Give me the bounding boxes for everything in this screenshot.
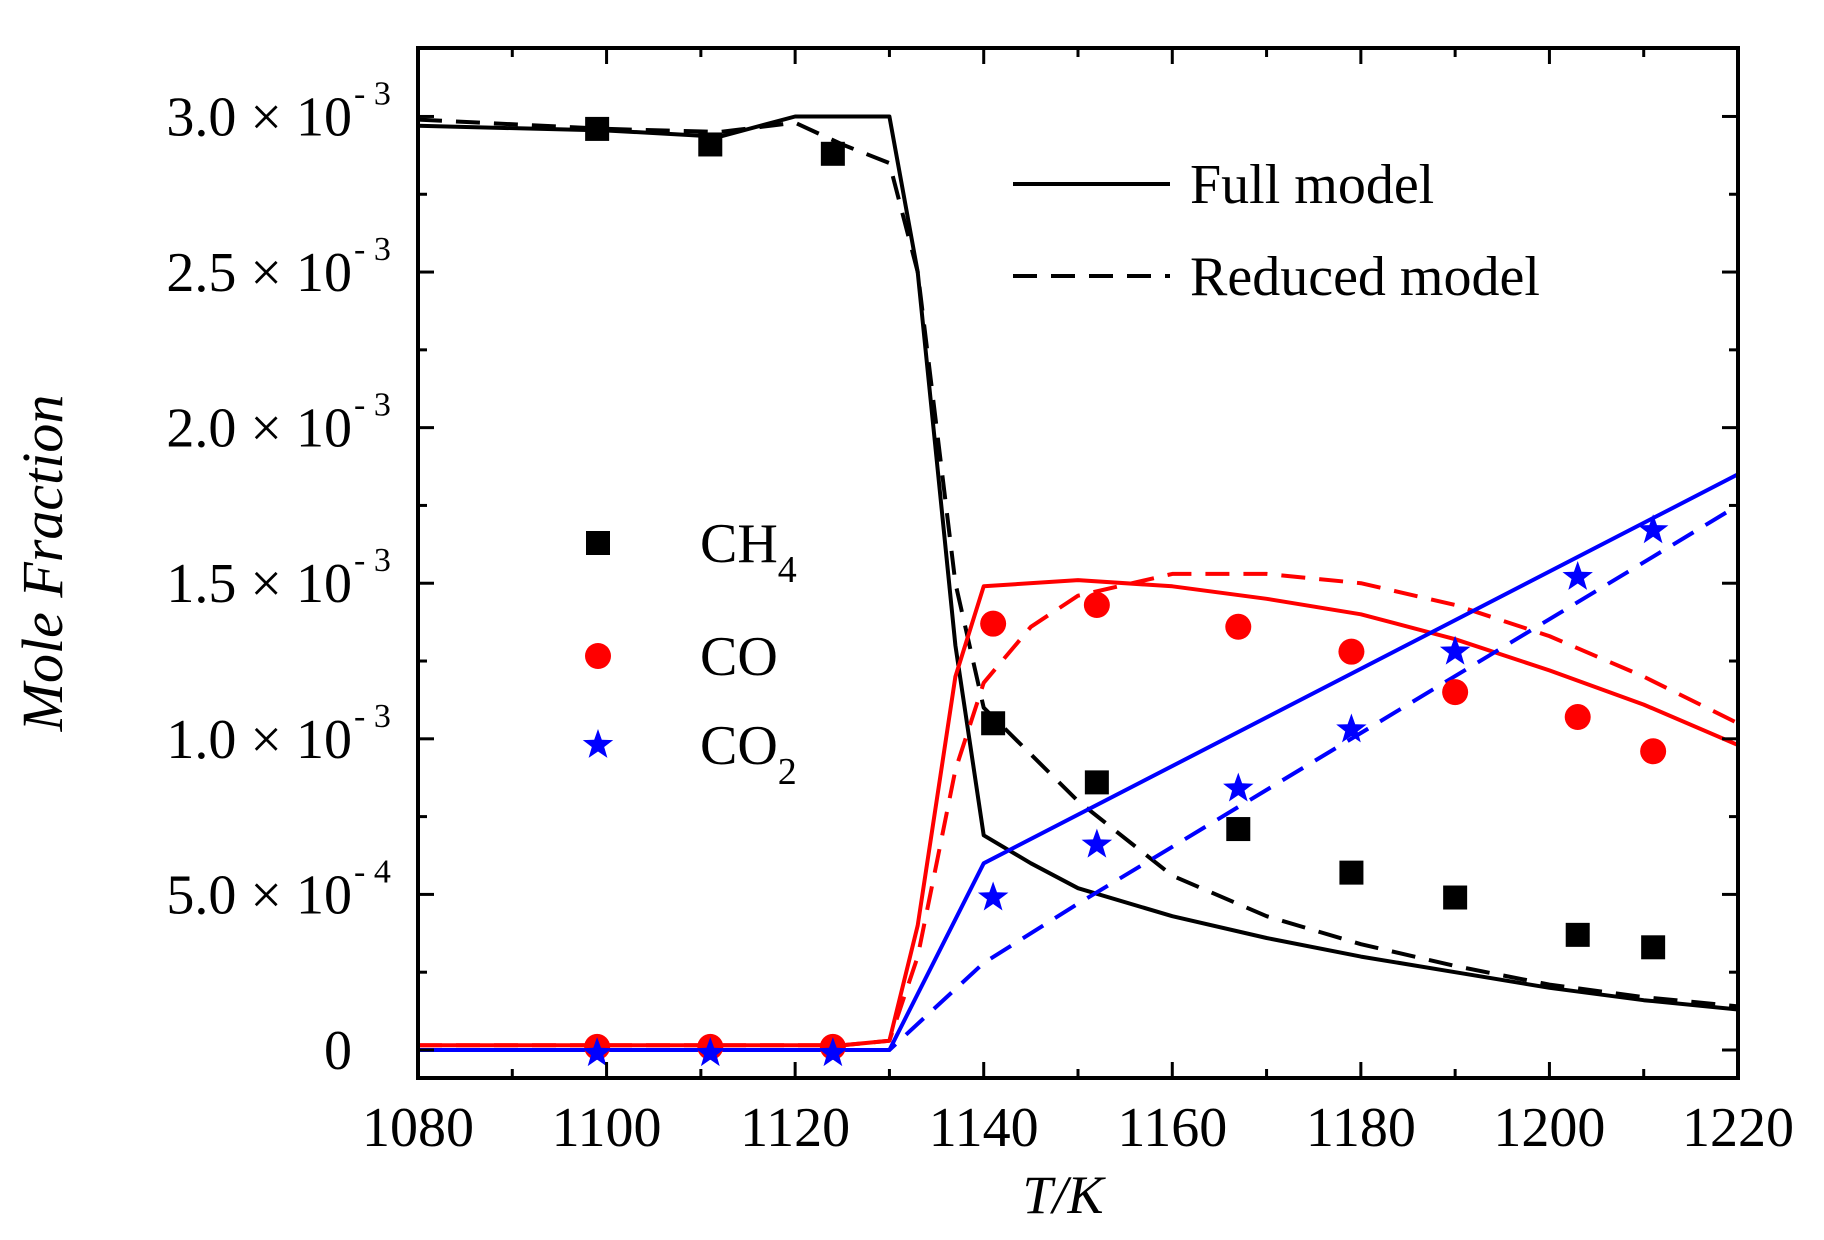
- y-tick-exponent: - 3: [354, 75, 391, 112]
- y-tick-label: 2.0 × 10: [166, 398, 352, 460]
- legend-label-subscript: 2: [778, 751, 797, 793]
- legend-label-base: CO: [700, 715, 778, 777]
- data-point-ch4: [1339, 860, 1364, 885]
- y-tick-exponent: - 3: [354, 698, 391, 735]
- y-axis-title: Mole Fraction: [10, 395, 75, 733]
- marker-layer: [581, 116, 1669, 1067]
- y-tick-exponent: - 3: [354, 387, 391, 424]
- x-tick-label: 1200: [1493, 1097, 1605, 1159]
- x-tick-label: 1180: [1306, 1097, 1416, 1159]
- y-tick-exponent: - 4: [354, 853, 391, 890]
- y-tick-exponent: - 3: [354, 542, 391, 579]
- x-tick-label: 1140: [929, 1097, 1039, 1159]
- y-tick-label: 5.0 × 10: [166, 864, 352, 926]
- x-tick-label: 1120: [740, 1097, 850, 1159]
- series-line-ch4-reduced-model: [418, 117, 1738, 1009]
- data-point-ch4: [1641, 935, 1666, 960]
- data-point-co2: [1637, 514, 1669, 544]
- data-point-co2: [1439, 635, 1471, 665]
- series-line-co2-reduced-model: [418, 503, 1738, 1052]
- data-point-ch4: [585, 116, 610, 141]
- legend-label-base: CO: [700, 626, 778, 688]
- legend-marker-ch4: [586, 531, 610, 555]
- data-point-co: [1083, 592, 1110, 619]
- data-point-ch4: [981, 711, 1006, 736]
- data-point-ch4: [820, 141, 845, 166]
- legend-label-subscript: 4: [778, 549, 797, 591]
- y-tick-label: 0: [324, 1020, 352, 1082]
- data-point-co2: [1336, 713, 1367, 743]
- y-tick-label: 3.0 × 10: [166, 86, 352, 148]
- data-point-co2: [977, 881, 1009, 911]
- x-tick-label: 1160: [1117, 1097, 1227, 1159]
- x-axis-title: T/K: [1022, 1165, 1106, 1225]
- series-line-co-full-model: [418, 578, 1738, 1048]
- y-tick-label: 1.5 × 10: [166, 553, 352, 615]
- data-point-co: [1564, 704, 1591, 731]
- series-layer: [418, 114, 1738, 1052]
- legend-marker-co2: [582, 729, 614, 758]
- legend-label-co2: CO2: [700, 715, 797, 793]
- x-tick-label: 1080: [362, 1097, 474, 1159]
- data-point-ch4: [1226, 817, 1251, 842]
- data-point-ch4: [1084, 770, 1109, 795]
- series-line-co-reduced-model: [418, 571, 1738, 1048]
- legend-label-co: CO: [700, 626, 778, 688]
- data-point-co: [1442, 679, 1469, 706]
- y-tick-label: 2.5 × 10: [166, 242, 352, 304]
- x-tick-label: 1100: [552, 1097, 662, 1159]
- y-tick-label: 1.0 × 10: [166, 709, 352, 771]
- data-point-co2: [817, 1037, 849, 1067]
- legend-label-base: CH: [700, 513, 778, 575]
- data-point-co2: [1223, 772, 1254, 802]
- legend-label-full-model: Full model: [1190, 154, 1434, 216]
- data-point-co2: [1562, 561, 1593, 590]
- x-tick-label: 1220: [1682, 1097, 1794, 1159]
- series-line-ch4-full-model: [418, 114, 1738, 1012]
- data-point-ch4: [1565, 922, 1590, 947]
- data-point-co2: [695, 1037, 726, 1067]
- axis-layer: 1080 1100 1120 1140 1160 1180 1200 1220 0 5.0 × 1…: [10, 46, 1794, 1225]
- data-point-co: [1338, 638, 1365, 665]
- data-point-ch4: [698, 132, 723, 157]
- data-point-co: [980, 610, 1007, 637]
- legend-marker-co: [585, 643, 611, 669]
- legend-label-ch4: CH4: [700, 513, 797, 591]
- data-point-co2: [1081, 828, 1113, 858]
- data-point-ch4: [1443, 885, 1468, 910]
- legend-label-reduced-model: Reduced model: [1190, 246, 1540, 308]
- data-point-co: [1225, 613, 1252, 640]
- data-point-co: [1640, 738, 1667, 765]
- y-tick-exponent: - 3: [354, 231, 391, 268]
- data-point-co2: [581, 1037, 613, 1067]
